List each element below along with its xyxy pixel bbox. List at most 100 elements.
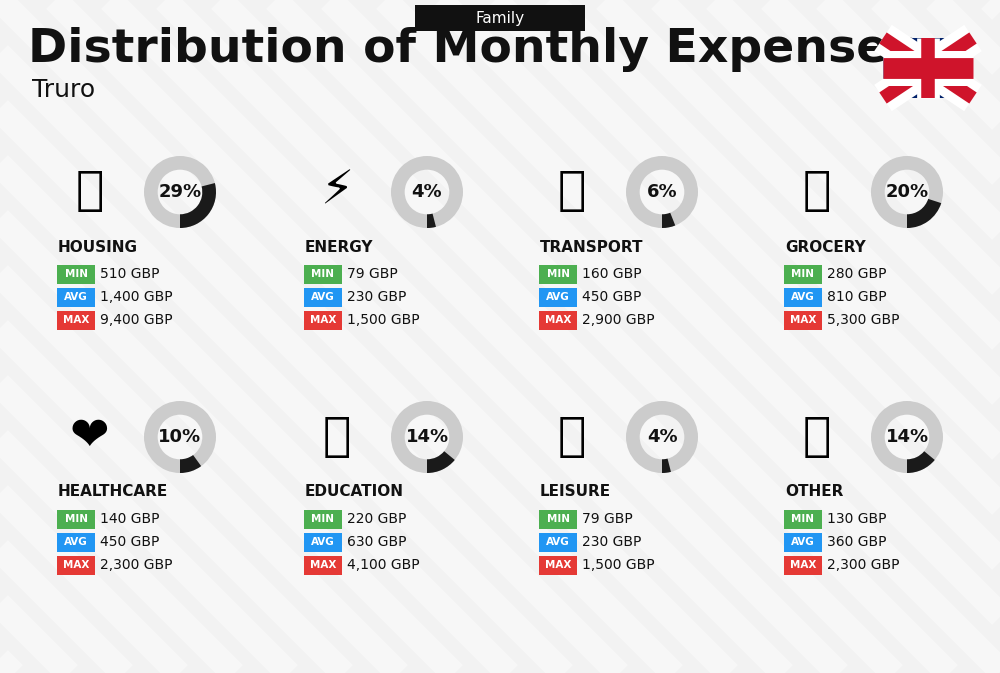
Text: MIN: MIN [546, 514, 570, 524]
Text: 4,100 GBP: 4,100 GBP [347, 558, 420, 572]
Wedge shape [871, 401, 943, 473]
FancyBboxPatch shape [304, 532, 342, 551]
FancyBboxPatch shape [304, 310, 342, 330]
FancyBboxPatch shape [784, 310, 822, 330]
Text: Family: Family [475, 11, 525, 26]
FancyBboxPatch shape [784, 287, 822, 306]
Text: ❤️: ❤️ [70, 415, 110, 460]
Text: 140 GBP: 140 GBP [100, 512, 160, 526]
Wedge shape [427, 213, 436, 228]
Text: AVG: AVG [64, 537, 88, 547]
Text: 2,900 GBP: 2,900 GBP [582, 313, 655, 327]
FancyBboxPatch shape [539, 264, 577, 283]
FancyBboxPatch shape [539, 509, 577, 528]
Text: 2,300 GBP: 2,300 GBP [100, 558, 173, 572]
Text: 10%: 10% [158, 428, 202, 446]
Text: 510 GBP: 510 GBP [100, 267, 160, 281]
Text: 💰: 💰 [803, 415, 831, 460]
Text: 4%: 4% [647, 428, 677, 446]
Wedge shape [144, 401, 216, 473]
Text: 🚌: 🚌 [558, 170, 586, 215]
Text: MAX: MAX [790, 560, 816, 570]
Text: MAX: MAX [310, 315, 336, 325]
FancyBboxPatch shape [57, 509, 95, 528]
Text: MIN: MIN [312, 269, 334, 279]
Text: TRANSPORT: TRANSPORT [540, 240, 644, 254]
FancyBboxPatch shape [784, 264, 822, 283]
Wedge shape [427, 451, 455, 473]
Text: 9,400 GBP: 9,400 GBP [100, 313, 173, 327]
FancyBboxPatch shape [304, 555, 342, 575]
Text: MIN: MIN [546, 269, 570, 279]
Text: 14%: 14% [405, 428, 449, 446]
Text: 450 GBP: 450 GBP [582, 290, 641, 304]
Text: 810 GBP: 810 GBP [827, 290, 887, 304]
Wedge shape [626, 401, 698, 473]
Wedge shape [180, 183, 216, 228]
FancyBboxPatch shape [57, 532, 95, 551]
Text: OTHER: OTHER [785, 485, 843, 499]
Text: AVG: AVG [791, 292, 815, 302]
Wedge shape [144, 156, 216, 228]
Text: MAX: MAX [545, 560, 571, 570]
Text: AVG: AVG [546, 292, 570, 302]
Text: 14%: 14% [885, 428, 929, 446]
Wedge shape [871, 156, 943, 228]
Text: Distribution of Monthly Expenses: Distribution of Monthly Expenses [28, 28, 916, 73]
Text: 20%: 20% [885, 183, 929, 201]
Wedge shape [391, 401, 463, 473]
FancyBboxPatch shape [57, 287, 95, 306]
Text: HOUSING: HOUSING [58, 240, 138, 254]
Text: EDUCATION: EDUCATION [305, 485, 404, 499]
FancyBboxPatch shape [304, 287, 342, 306]
Wedge shape [626, 156, 698, 228]
Text: 79 GBP: 79 GBP [582, 512, 633, 526]
Text: AVG: AVG [64, 292, 88, 302]
Wedge shape [907, 451, 935, 473]
Text: 1,500 GBP: 1,500 GBP [347, 313, 420, 327]
Text: AVG: AVG [311, 292, 335, 302]
FancyBboxPatch shape [539, 287, 577, 306]
Text: 230 GBP: 230 GBP [347, 290, 406, 304]
FancyBboxPatch shape [57, 310, 95, 330]
Text: MIN: MIN [64, 269, 88, 279]
FancyBboxPatch shape [784, 555, 822, 575]
Text: MAX: MAX [63, 560, 89, 570]
Text: AVG: AVG [791, 537, 815, 547]
FancyBboxPatch shape [415, 5, 585, 31]
FancyBboxPatch shape [57, 264, 95, 283]
FancyBboxPatch shape [539, 555, 577, 575]
Text: 220 GBP: 220 GBP [347, 512, 406, 526]
Wedge shape [662, 213, 675, 228]
FancyBboxPatch shape [539, 532, 577, 551]
Text: ENERGY: ENERGY [305, 240, 374, 254]
Text: MIN: MIN [792, 269, 814, 279]
Text: Truro: Truro [32, 78, 95, 102]
Text: 4%: 4% [412, 183, 442, 201]
FancyBboxPatch shape [784, 532, 822, 551]
Text: 🎓: 🎓 [323, 415, 351, 460]
Text: 1,400 GBP: 1,400 GBP [100, 290, 173, 304]
FancyBboxPatch shape [304, 509, 342, 528]
Text: 630 GBP: 630 GBP [347, 535, 406, 549]
Text: 2,300 GBP: 2,300 GBP [827, 558, 900, 572]
Text: 230 GBP: 230 GBP [582, 535, 641, 549]
Text: 5,300 GBP: 5,300 GBP [827, 313, 900, 327]
Text: 450 GBP: 450 GBP [100, 535, 159, 549]
Text: MAX: MAX [545, 315, 571, 325]
Text: AVG: AVG [546, 537, 570, 547]
Text: MIN: MIN [792, 514, 814, 524]
Text: GROCERY: GROCERY [785, 240, 866, 254]
Text: 🛒: 🛒 [803, 170, 831, 215]
Text: 360 GBP: 360 GBP [827, 535, 887, 549]
Text: MIN: MIN [312, 514, 334, 524]
Text: HEALTHCARE: HEALTHCARE [58, 485, 168, 499]
Text: 🛍: 🛍 [558, 415, 586, 460]
Text: 79 GBP: 79 GBP [347, 267, 398, 281]
Text: 🏙: 🏙 [76, 170, 104, 215]
Text: 29%: 29% [158, 183, 202, 201]
Text: MAX: MAX [63, 315, 89, 325]
Text: 6%: 6% [647, 183, 677, 201]
FancyBboxPatch shape [304, 264, 342, 283]
FancyBboxPatch shape [57, 555, 95, 575]
